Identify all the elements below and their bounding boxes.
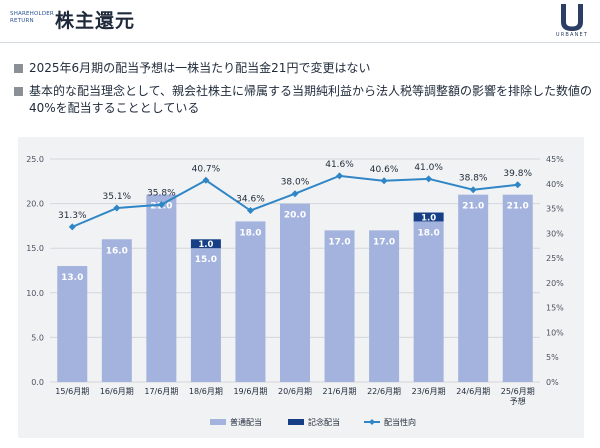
x-tick-label: 24/6月期 — [456, 387, 490, 396]
company-logo-icon — [561, 4, 583, 31]
y2-tick-label: 10% — [546, 328, 564, 337]
payout-ratio-label: 35.8% — [147, 189, 176, 199]
bar-value-label: 17.0 — [328, 237, 350, 247]
payout-ratio-point — [246, 207, 254, 215]
bar-value-label: 18.0 — [239, 228, 261, 238]
x-tick-label: 15/6月期 — [55, 387, 89, 396]
section-label-line2: RETURN — [10, 18, 34, 24]
y2-tick-label: 15% — [546, 304, 564, 313]
legend-label-regular: 普通配当 — [230, 417, 262, 427]
bullet-item: 基本的な配当理念として、親会社株主に帰属する当期純利益から法人税等調整額の影響を… — [14, 83, 594, 117]
bar-commemorative-dividend — [413, 212, 444, 222]
y2-tick-label: 40% — [546, 180, 564, 189]
x-tick-label: 20/6月期 — [278, 387, 312, 396]
x-tick-label: 16/6月期 — [100, 387, 134, 396]
chart-panel: 0.0 5.0 10.0 15.0 20.0 25.0 0% 5% 10% 15% 20% 25% 30… — [18, 137, 584, 438]
bullet-item: 2025年6月期の配当予想は一株当たり配当金21円で変更はない — [14, 60, 594, 77]
payout-ratio-label: 41.0% — [414, 163, 443, 173]
y2-tick-label: 5% — [546, 353, 559, 362]
bullet-text: 2025年6月期の配当予想は一株当たり配当金21円で変更はない — [29, 61, 371, 75]
bar-regular-dividend — [190, 248, 221, 382]
bar-extra-label: 1.0 — [421, 213, 436, 223]
bar-value-label: 15.0 — [195, 255, 217, 265]
dividend-chart: 0.0 5.0 10.0 15.0 20.0 25.0 0% 5% 10% 15% 20% 25% 30… — [26, 155, 564, 427]
bar-regular-dividend — [235, 221, 266, 382]
bar-regular-dividend — [413, 221, 444, 382]
payout-ratio-point — [469, 186, 477, 194]
section-label: SHAREHOLDER RETURN — [10, 11, 54, 25]
x-tick-label: 22/6月期 — [367, 387, 401, 396]
y2-tick-label: 45% — [546, 155, 564, 164]
x-tick-label: 21/6月期 — [323, 387, 357, 396]
payout-ratio-point — [291, 190, 299, 198]
bar-regular-dividend — [324, 230, 355, 382]
header-divider — [0, 42, 600, 43]
bar-extra-label: 1.0 — [198, 240, 213, 250]
bullet-square-icon — [14, 87, 23, 96]
x-tick-label: 23/6月期 — [412, 387, 446, 396]
x-tick-label: 25/6月期 — [501, 387, 535, 396]
y-tick-label: 25.0 — [26, 155, 44, 164]
bar-regular-dividend — [101, 239, 132, 382]
payout-ratio-point — [514, 181, 522, 189]
bar-value-label: 16.0 — [106, 246, 128, 256]
y2-tick-label: 25% — [546, 254, 564, 263]
y-tick-label: 15.0 — [26, 244, 44, 253]
bar-value-label: 20.0 — [284, 211, 306, 221]
x-tick-label: 19/6月期 — [233, 387, 267, 396]
payout-ratio-label: 38.0% — [281, 178, 310, 188]
payout-ratio-label: 40.6% — [370, 165, 399, 175]
payout-ratio-label: 38.8% — [459, 174, 488, 184]
bar-commemorative-dividend — [190, 239, 221, 249]
bar-value-label: 13.0 — [61, 273, 83, 283]
bullet-square-icon — [14, 64, 23, 73]
bar-regular-dividend — [280, 203, 310, 382]
payout-ratio-label: 40.7% — [192, 164, 221, 174]
x-tick-sublabel: 予想 — [510, 396, 526, 406]
payout-ratio-point — [425, 175, 433, 183]
y2-tick-label: 30% — [546, 229, 564, 238]
y2-tick-label: 0% — [546, 378, 559, 387]
payout-ratio-point — [113, 204, 121, 212]
bar-regular-dividend — [502, 194, 533, 382]
bar-regular-dividend — [458, 194, 489, 382]
bar-value-label: 21.0 — [507, 202, 529, 212]
section-label-line1: SHAREHOLDER — [10, 11, 54, 17]
legend-swatch-commemorative — [288, 419, 304, 425]
payout-ratio-label: 34.6% — [236, 195, 265, 205]
y2-tick-label: 35% — [546, 205, 564, 214]
payout-ratio-label: 39.8% — [503, 169, 532, 179]
page-title: 株主還元 — [55, 10, 136, 32]
x-tick-label: 18/6月期 — [189, 387, 223, 396]
bar-value-label: 17.0 — [373, 237, 395, 247]
page-header: SHAREHOLDER RETURN 株主還元 URBANET — [0, 0, 600, 48]
legend-label-commemorative: 記念配当 — [308, 417, 340, 427]
y-tick-label: 0.0 — [31, 378, 44, 387]
bullet-list: 2025年6月期の配当予想は一株当たり配当金21円で変更はない 基本的な配当理念… — [14, 60, 594, 123]
payout-ratio-point — [380, 177, 388, 185]
x-tick-label: 17/6月期 — [144, 387, 178, 396]
bar-value-label: 21.0 — [462, 202, 484, 212]
payout-ratio-label: 41.6% — [325, 160, 354, 170]
legend-label-ratio: 配当性向 — [384, 417, 416, 427]
bullet-text: 基本的な配当理念として、親会社株主に帰属する当期純利益から法人税等調整額の影響を… — [29, 84, 593, 115]
bar-regular-dividend — [369, 230, 400, 382]
y-tick-label: 20.0 — [26, 200, 44, 209]
legend-swatch-ratio-marker — [369, 419, 375, 425]
payout-ratio-point — [68, 223, 76, 231]
bar-value-label: 18.0 — [418, 228, 440, 238]
payout-ratio-label: 31.3% — [58, 211, 87, 221]
y-tick-label: 5.0 — [31, 333, 44, 342]
bar-regular-dividend — [57, 266, 88, 382]
y2-tick-label: 20% — [546, 279, 564, 288]
logo-wordmark: URBANET — [555, 32, 589, 38]
y-tick-label: 10.0 — [26, 289, 44, 298]
legend-swatch-regular — [210, 419, 226, 425]
payout-ratio-point — [157, 201, 165, 209]
payout-ratio-point — [202, 176, 210, 184]
bar-regular-dividend — [146, 194, 177, 382]
payout-ratio-point — [336, 172, 344, 180]
payout-ratio-label: 35.1% — [103, 192, 132, 202]
